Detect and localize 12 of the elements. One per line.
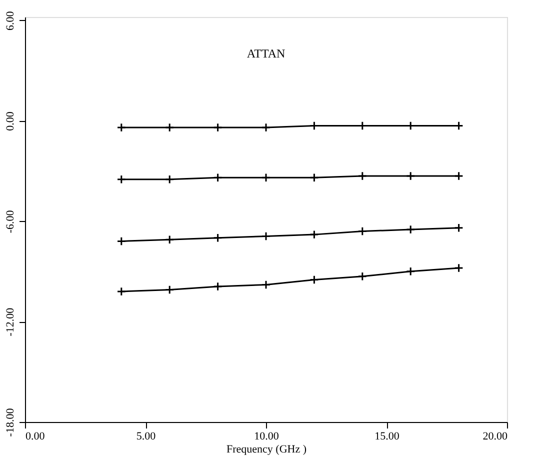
y-tick-label: -18.00 bbox=[4, 408, 16, 437]
y-tick-label: -6.00 bbox=[4, 210, 16, 234]
text: ATTAN bbox=[246, 46, 286, 61]
y-tick-label: 0.00 bbox=[4, 111, 16, 131]
x-axis-title: Frequency (GHz ) bbox=[226, 444, 307, 456]
x-tick-label: 0.00 bbox=[26, 430, 46, 442]
x-tick-label: 5.00 bbox=[136, 430, 156, 442]
y-tick-label: 6.00 bbox=[4, 10, 16, 30]
x-tick-label: 20.00 bbox=[482, 430, 508, 442]
x-tick-label: 10.00 bbox=[254, 430, 280, 442]
x-tick-label: 15.00 bbox=[374, 430, 400, 442]
y-tick-label: -12.00 bbox=[4, 307, 16, 336]
